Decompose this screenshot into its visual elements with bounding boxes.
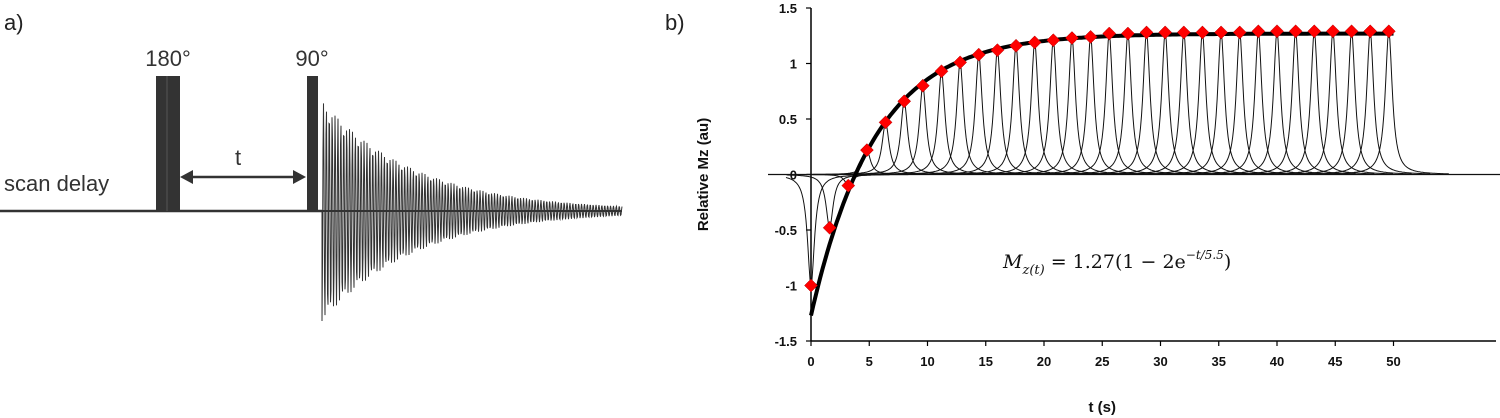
delay-arrow [180, 170, 306, 184]
x-tick-label: 40 [1270, 354, 1284, 369]
y-tick-label: 1.5 [779, 1, 797, 16]
equation-lhs-subscript: z(t) [1021, 263, 1044, 278]
y-axis-title: Relative Mz (au) [695, 118, 712, 231]
spectrum-peak [1198, 31, 1319, 175]
data-point [1009, 38, 1023, 53]
data-point [1251, 24, 1266, 39]
panel-a: a) 180° 90° t scan delay [0, 10, 623, 322]
spectrum-peak [1254, 31, 1375, 175]
spectrum-peak [1105, 32, 1226, 175]
data-point [1214, 25, 1228, 40]
data-point [1307, 24, 1322, 39]
data-point [860, 143, 874, 157]
x-tick-label: 35 [1212, 354, 1226, 369]
data-point [841, 178, 856, 193]
x-tick-label: 5 [866, 354, 873, 369]
data-point [1046, 33, 1061, 48]
spectrum-peak [1142, 32, 1263, 175]
data-point [1288, 24, 1303, 39]
spectrum-peak [1328, 31, 1449, 175]
spectrum-peak [1123, 32, 1244, 175]
equation-rhs-close: ) [1224, 251, 1231, 273]
spectrum-peak [1217, 31, 1337, 175]
data-point [1102, 26, 1117, 41]
data-point [1326, 24, 1340, 39]
data-point [1139, 25, 1154, 40]
data-point [1121, 26, 1135, 41]
x-tick-label: 30 [1153, 354, 1167, 369]
y-tick-label: -1.5 [775, 334, 797, 349]
data-point [990, 43, 1005, 58]
data-point [804, 278, 818, 293]
equation-rhs-main: = 1.27(1 − 2e [1051, 251, 1186, 273]
data-point [934, 64, 949, 79]
equation-rhs-exponent: −t/5.5 [1186, 248, 1224, 262]
spectrum-peak [1086, 32, 1207, 175]
scan-delay-label: scan delay [4, 171, 109, 196]
fid-signal [321, 103, 623, 322]
spectrum-peak [1291, 31, 1412, 175]
x-axis-title: t (s) [1089, 399, 1117, 416]
y-tick-label: -0.5 [775, 223, 797, 238]
pulse-180-label: 180° [145, 46, 191, 71]
y-tick-label: 0.5 [779, 112, 797, 127]
data-point [1381, 24, 1396, 39]
x-tick-label: 0 [807, 354, 814, 369]
data-point [953, 55, 967, 70]
spectrum-peak [1272, 31, 1393, 175]
panel-b: b) -1.5-1-0.500.511.50510152025303540455… [665, 1, 1500, 416]
data-point [1027, 35, 1042, 50]
data-point [1232, 25, 1247, 40]
delay-label: t [235, 145, 241, 170]
data-point [878, 115, 893, 130]
x-tick-label: 45 [1328, 354, 1342, 369]
fit-equation: Mz(t) = 1.27(1 − 2e−t/5.5) [1002, 248, 1231, 278]
data-point [971, 47, 986, 62]
x-tick-label: 50 [1386, 354, 1400, 369]
data-point [897, 94, 912, 109]
y-tick-label: -1 [785, 279, 797, 294]
x-tick-label: 10 [920, 354, 934, 369]
panel-b-label: b) [665, 10, 685, 35]
data-point [1344, 24, 1359, 39]
data-point [822, 220, 837, 235]
data-point [915, 78, 930, 93]
data-point [1363, 24, 1378, 39]
y-tick-label: 1 [790, 57, 797, 72]
data-point [1195, 25, 1210, 40]
equation-lhs-symbol: M [1002, 251, 1023, 273]
data-point [1158, 25, 1173, 40]
data-point [1065, 31, 1079, 45]
panel-a-label: a) [4, 10, 24, 35]
pulse-90 [307, 76, 318, 212]
plot-area: -1.5-1-0.500.511.505101520253035404550t … [695, 1, 1500, 416]
x-tick-label: 15 [979, 354, 993, 369]
spectrum-peak [1235, 31, 1356, 175]
pulse-180 [156, 76, 180, 212]
x-tick-label: 20 [1037, 354, 1051, 369]
data-point [1083, 30, 1098, 44]
data-point [1176, 25, 1191, 40]
pulse-90-label: 90° [295, 46, 328, 71]
data-point [1270, 24, 1284, 39]
spectrum-peak [1310, 31, 1431, 175]
x-tick-label: 25 [1095, 354, 1109, 369]
